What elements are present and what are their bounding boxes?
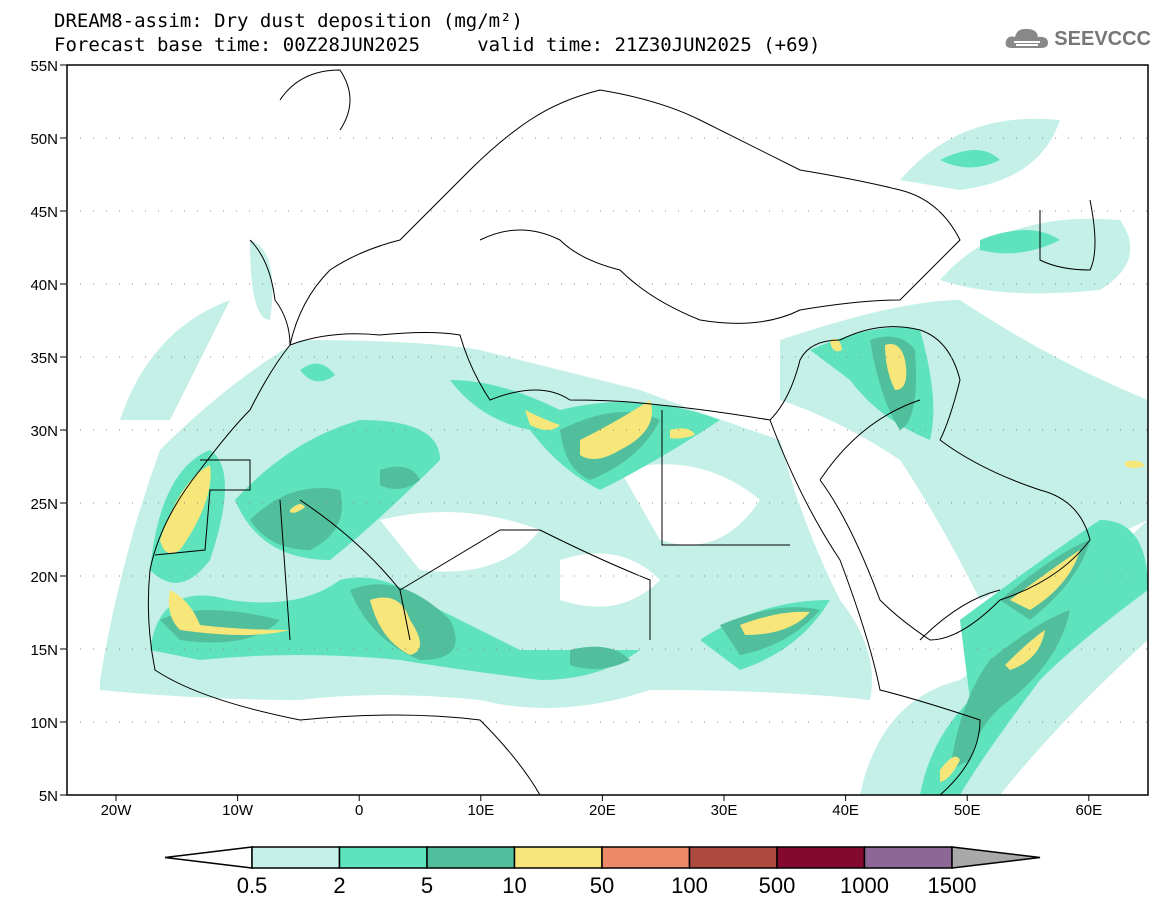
dust-level-10 [160,338,1145,782]
dust-deposition-field [100,118,1148,795]
lon-label: 20E [589,802,616,819]
cloud-icon [1005,28,1049,48]
colorbar-label: 1000 [840,873,889,898]
coastlines [147,69,1096,796]
lon-label: 40E [832,802,859,819]
colorbar-swatch [601,846,691,869]
latitude-labels: 55N 50N 45N 40N 35N 30N 25N 20N 15N 10N 5N [30,58,1148,805]
lon-label: 60E [1075,802,1102,819]
map-frame [66,64,1149,796]
lat-label: 55N [30,58,58,75]
colorbar-swatch [426,846,516,869]
colorbar-swatch [688,846,778,869]
colorbar-high-arrow [951,846,1041,869]
colorbar-swatch [513,846,603,869]
colorbar-swatch [776,846,866,869]
lon-label: 30E [711,802,738,819]
colorbar-label: 500 [759,873,796,898]
colorbar-label: 10 [502,873,526,898]
colorbar-label: 2 [333,873,345,898]
lat-label: 15N [30,642,58,659]
colorbar: 0.5 2 5 10 50 100 500 1000 1500 [164,846,1041,898]
map-title: DREAM8-assim: Dry dust deposition (mg/m²… [54,10,523,32]
lat-label: 35N [30,350,58,367]
seevccc-logo: SEEVCCC [1004,26,1151,52]
dust-level-5 [160,336,1090,770]
lat-label: 5N [39,788,58,805]
dust-level-2 [150,150,1148,795]
lat-label: 40N [30,277,58,294]
colorbar-label: 1500 [928,873,977,898]
colorbar-label: 0.5 [237,873,268,898]
longitude-labels: 20W 10W 0 10E 20E 30E 40E 50E 60E [101,795,1102,819]
dust-level-0.5 [100,118,1148,795]
forecast-time-subtitle: Forecast base time: 00Z28JUN2025 valid t… [54,34,821,56]
colorbar-swatch [863,846,953,869]
colorbar-low-arrow [164,846,253,869]
lon-label: 10E [467,802,494,819]
lat-label: 20N [30,569,58,586]
colorbar-label: 100 [671,873,708,898]
colorbar-label: 5 [421,873,433,898]
lon-label: 0 [355,802,363,819]
colorbar-swatch [338,846,428,869]
lat-label: 25N [30,496,58,513]
lat-label: 10N [30,715,58,732]
lon-label: 50E [954,802,981,819]
colorbar-swatch [251,846,341,869]
lon-label: 10W [222,802,254,819]
lat-label: 30N [30,423,58,440]
logo-text: SEEVCCC [1054,27,1151,50]
lat-label: 45N [30,204,58,221]
lat-label: 50N [30,131,58,148]
lon-label: 20W [101,802,133,819]
colorbar-label: 50 [590,873,614,898]
